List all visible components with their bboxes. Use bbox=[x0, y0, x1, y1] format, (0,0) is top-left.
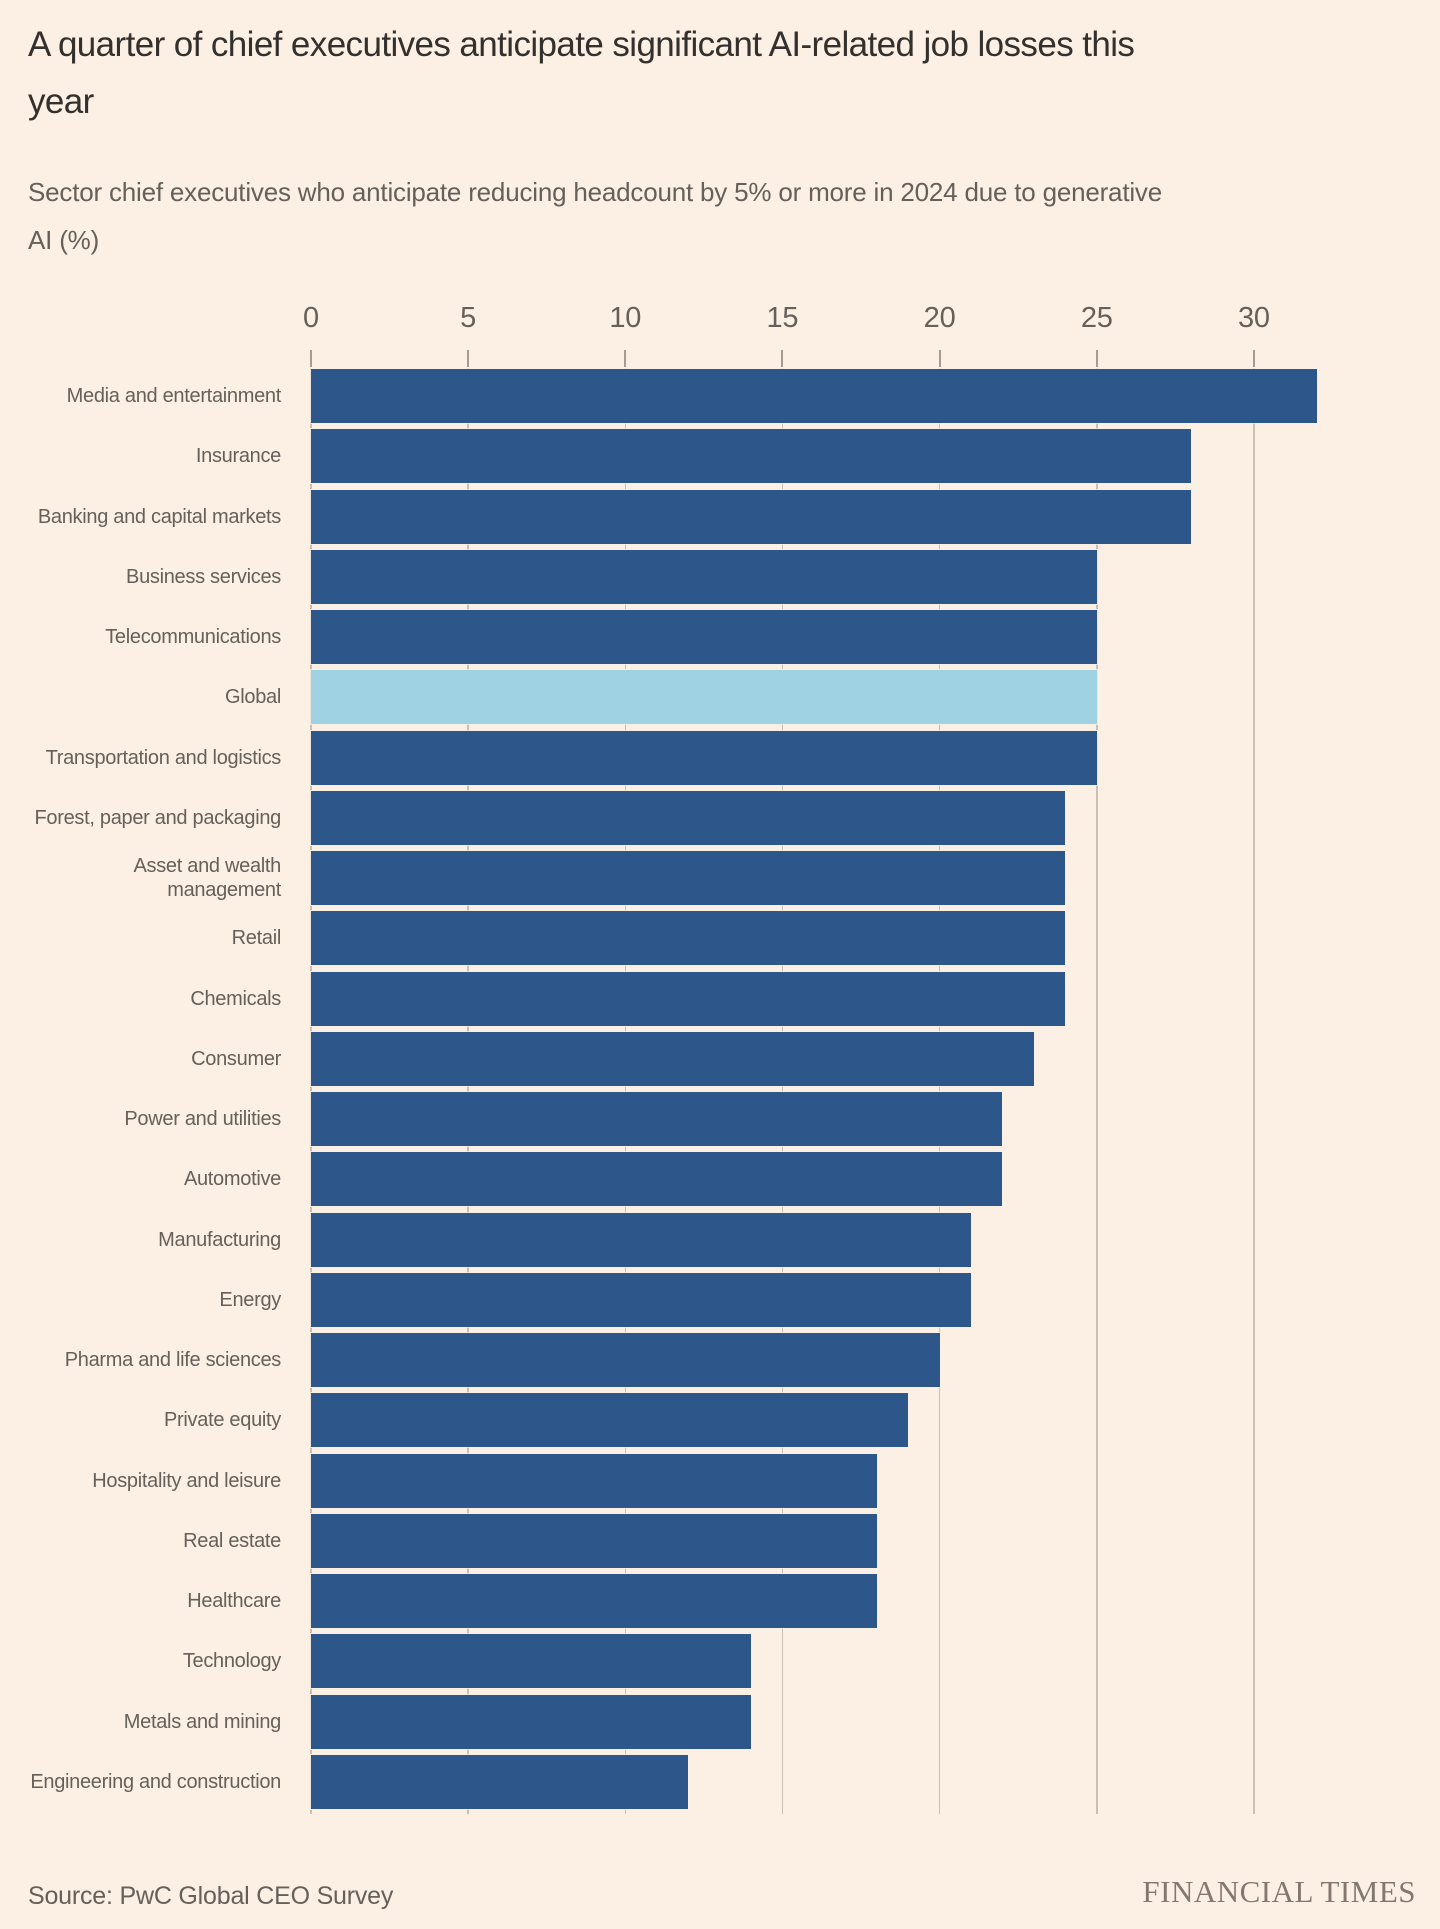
chart-row-consumer: Consumer bbox=[0, 1031, 1440, 1086]
chart-subtitle: Sector chief executives who anticipate r… bbox=[28, 177, 1162, 255]
bar-telecommunications bbox=[311, 610, 1097, 664]
chart-row-private-equity: Private equity bbox=[0, 1393, 1440, 1448]
chart-row-asset-and-wealth-management: Asset and wealth management bbox=[0, 851, 1440, 905]
category-label-private-equity: Private equity bbox=[164, 1409, 281, 1432]
chart-row-healthcare: Healthcare bbox=[0, 1574, 1440, 1628]
chart-row-media-and-entertainment: Media and entertainment bbox=[0, 369, 1440, 423]
axis-tick-label-0: 0 bbox=[303, 302, 319, 334]
bar-healthcare bbox=[311, 1574, 877, 1628]
bar-hospitality-and-leisure bbox=[311, 1453, 877, 1508]
bar-manufacturing bbox=[311, 1212, 972, 1267]
chart-row-chemicals: Chemicals bbox=[0, 971, 1440, 1026]
category-label-insurance: Insurance bbox=[195, 445, 281, 468]
chart-title: A quarter of chief executives anticipate… bbox=[28, 25, 1135, 121]
category-label-healthcare: Healthcare bbox=[187, 1590, 281, 1612]
bar-insurance bbox=[311, 429, 1192, 484]
bar-business-services bbox=[311, 549, 1097, 604]
axis-tick-5 bbox=[467, 350, 470, 367]
financial-times-logo: FINANCIAL TIMES bbox=[1142, 1874, 1416, 1909]
category-label-pharma-and-life-sciences: Pharma and life sciences bbox=[64, 1349, 282, 1371]
category-label-banking-and-capital-markets: Banking and capital markets bbox=[37, 505, 281, 528]
chart-row-energy: Energy bbox=[0, 1272, 1440, 1327]
source-note: Source: PwC Global CEO Survey bbox=[28, 1882, 394, 1910]
gridline-10 bbox=[624, 368, 627, 1814]
chart-row-technology: Technology bbox=[0, 1634, 1440, 1689]
chart-row-business-services: Business services bbox=[0, 549, 1440, 604]
bar-chemicals bbox=[311, 971, 1066, 1026]
chart-row-retail: Retail bbox=[0, 911, 1440, 966]
axis-tick-label-15: 15 bbox=[766, 302, 799, 334]
chart-row-global: Global bbox=[0, 670, 1440, 725]
bar-global bbox=[311, 670, 1097, 725]
chart-row-metals-and-mining: Metals and mining bbox=[0, 1694, 1440, 1749]
gridline-30 bbox=[1253, 368, 1255, 1814]
axis-tick-15 bbox=[781, 350, 784, 367]
category-label-manufacturing: Manufacturing bbox=[158, 1228, 281, 1251]
gridline-20 bbox=[938, 368, 941, 1814]
bar-forest-paper-and-packaging bbox=[311, 790, 1066, 845]
gridline-0 bbox=[310, 368, 312, 1814]
chart-row-insurance: Insurance bbox=[0, 429, 1440, 484]
chart-row-manufacturing: Manufacturing bbox=[0, 1212, 1440, 1267]
axis-tick-10 bbox=[624, 350, 627, 367]
category-label-asset-and-wealth-management: Asset and wealth management bbox=[133, 855, 281, 901]
chart-row-engineering-and-construction: Engineering and construction bbox=[0, 1754, 1440, 1809]
category-label-telecommunications: Telecommunications bbox=[105, 626, 281, 648]
gridline-5 bbox=[467, 368, 469, 1814]
bar-engineering-and-construction bbox=[311, 1754, 689, 1809]
chart-row-transportation-and-logistics: Transportation and logistics bbox=[0, 730, 1440, 785]
axis-tick-label-10: 10 bbox=[609, 302, 642, 334]
chart-row-real-estate: Real estate bbox=[0, 1513, 1440, 1568]
axis-tick-30 bbox=[1252, 350, 1255, 367]
chart-row-power-and-utilities: Power and utilities bbox=[0, 1092, 1440, 1146]
category-label-power-and-utilities: Power and utilities bbox=[124, 1108, 281, 1130]
bar-pharma-and-life-sciences bbox=[311, 1333, 940, 1387]
category-label-transportation-and-logistics: Transportation and logistics bbox=[45, 746, 282, 769]
axis-tick-20 bbox=[938, 350, 941, 367]
bar-power-and-utilities bbox=[311, 1092, 1003, 1146]
category-label-global: Global bbox=[224, 686, 281, 709]
bar-automotive bbox=[311, 1152, 1003, 1207]
bar-technology bbox=[311, 1634, 752, 1689]
axis-tick-label-25: 25 bbox=[1080, 302, 1113, 334]
axis-tick-25 bbox=[1095, 350, 1098, 367]
category-label-retail: Retail bbox=[231, 927, 282, 950]
category-label-business-services: Business services bbox=[126, 565, 281, 588]
category-label-hospitality-and-leisure: Hospitality and leisure bbox=[92, 1469, 281, 1492]
category-label-energy: Energy bbox=[219, 1288, 281, 1311]
category-label-chemicals: Chemicals bbox=[190, 987, 281, 1010]
category-label-forest-paper-and-packaging: Forest, paper and packaging bbox=[34, 806, 281, 829]
axis-tick-label-30: 30 bbox=[1237, 302, 1270, 334]
bar-media-and-entertainment bbox=[311, 369, 1317, 423]
category-label-media-and-entertainment: Media and entertainment bbox=[66, 385, 282, 407]
chart-row-pharma-and-life-sciences: Pharma and life sciences bbox=[0, 1333, 1440, 1387]
category-label-real-estate: Real estate bbox=[183, 1529, 281, 1552]
chart-row-telecommunications: Telecommunications bbox=[0, 610, 1440, 664]
gridline-15 bbox=[781, 368, 784, 1814]
category-label-metals-and-mining: Metals and mining bbox=[123, 1710, 282, 1733]
bar-consumer bbox=[311, 1031, 1034, 1086]
bar-transportation-and-logistics bbox=[311, 730, 1097, 785]
axis-tick-label-20: 20 bbox=[923, 302, 956, 334]
bar-real-estate bbox=[311, 1513, 877, 1568]
bar-retail bbox=[311, 911, 1066, 966]
chart-row-hospitality-and-leisure: Hospitality and leisure bbox=[0, 1453, 1440, 1508]
axis-tick-0 bbox=[310, 350, 312, 367]
bar-energy bbox=[311, 1272, 972, 1327]
category-label-technology: Technology bbox=[182, 1650, 281, 1673]
category-label-consumer: Consumer bbox=[191, 1047, 281, 1070]
category-label-automotive: Automotive bbox=[183, 1168, 281, 1191]
bar-banking-and-capital-markets bbox=[311, 489, 1192, 544]
gridline-25 bbox=[1096, 368, 1098, 1814]
bar-asset-and-wealth-management bbox=[311, 851, 1066, 905]
chart-row-forest-paper-and-packaging: Forest, paper and packaging bbox=[0, 790, 1440, 845]
axis-tick-label-5: 5 bbox=[460, 302, 477, 334]
category-label-engineering-and-construction: Engineering and construction bbox=[30, 1770, 281, 1793]
chart-row-banking-and-capital-markets: Banking and capital markets bbox=[0, 489, 1440, 544]
bar-private-equity bbox=[311, 1393, 909, 1448]
chart-row-automotive: Automotive bbox=[0, 1152, 1440, 1207]
bar-metals-and-mining bbox=[311, 1694, 752, 1749]
